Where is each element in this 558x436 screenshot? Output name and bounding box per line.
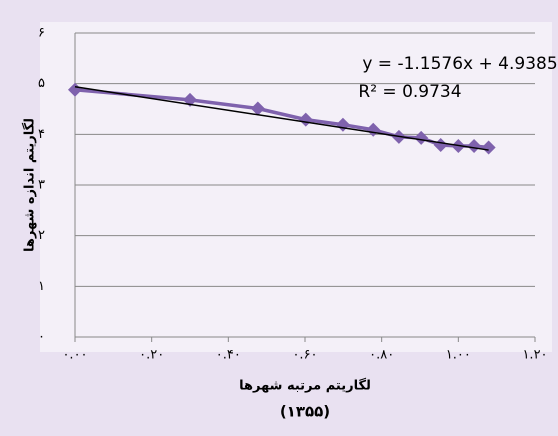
y-tick-label: ۵ xyxy=(38,76,45,91)
trend-equation: y = -1.1576x + 4.9385 xyxy=(362,54,557,74)
y-axis-title: لگاریتم اندازه شهرها xyxy=(22,118,38,252)
x-axis-title: لگاریتم مرتبه شهرها xyxy=(239,378,371,394)
y-tick-label: ۰ xyxy=(38,330,45,345)
x-tick-label: ۰.۴۰ xyxy=(216,348,241,363)
x-tick-label: ۰.۲۰ xyxy=(139,348,164,363)
y-tick-label: ۳ xyxy=(38,178,45,193)
x-axis-subtitle: (۱۳۵۵) xyxy=(280,403,330,421)
page: y = -1.1576x + 4.9385 R² = 0.9734 لگاریت… xyxy=(0,0,558,436)
r-squared: R² = 0.9734 xyxy=(358,82,461,102)
y-tick-label: ۱ xyxy=(38,279,45,294)
chart: y = -1.1576x + 4.9385 R² = 0.9734 لگاریت… xyxy=(0,0,558,436)
y-tick-label: ۲ xyxy=(38,228,45,243)
x-tick-label: ۱.۲۰ xyxy=(522,348,547,363)
x-tick-label: ۰.۰۰ xyxy=(62,348,87,363)
y-tick-label: ۴ xyxy=(38,127,45,142)
x-tick-label: ۱.۰۰ xyxy=(446,348,471,363)
x-tick-label: ۰.۶۰ xyxy=(292,348,317,363)
x-tick-label: ۰.۸۰ xyxy=(369,348,394,363)
y-tick-label: ۶ xyxy=(38,26,45,41)
